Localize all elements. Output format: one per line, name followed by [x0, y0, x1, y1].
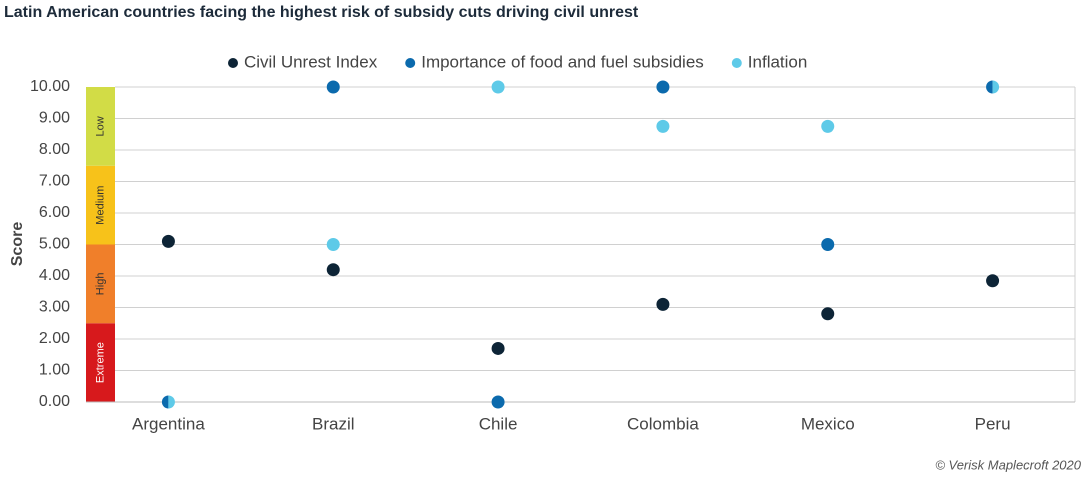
y-tick-label: 9.00: [39, 110, 70, 127]
y-tick-label: 7.00: [39, 173, 70, 190]
y-tick-label: 1.00: [39, 362, 70, 379]
data-dot: [326, 263, 340, 277]
data-dot: [821, 119, 835, 133]
legend-label: Importance of food and fuel subsidies: [421, 52, 704, 71]
legend-marker: [228, 58, 238, 68]
risk-band: [86, 323, 115, 402]
risk-band: [86, 165, 115, 245]
y-tick-label: 0.00: [39, 393, 70, 410]
risk-band: [86, 87, 115, 166]
chart-title: Latin American countries facing the high…: [4, 4, 639, 21]
legend-marker: [731, 58, 742, 68]
data-dot: [491, 341, 505, 355]
data-dot: [992, 80, 1000, 94]
x-tick-label: Chile: [479, 414, 518, 433]
y-tick-label: 3.00: [39, 299, 70, 316]
source: © Verisk Maplecroft 2020: [935, 457, 1081, 472]
data-dot: [656, 297, 670, 311]
data-dot: [821, 238, 835, 251]
risk-band-label: High: [94, 273, 106, 296]
risk-band-label: Medium: [94, 186, 106, 225]
data-dot: [326, 80, 340, 94]
y-tick-label: 5.00: [39, 236, 70, 253]
x-tick-label: Argentina: [132, 414, 205, 433]
data-dot: [168, 395, 175, 409]
data-dot: [491, 395, 505, 409]
x-tick-label: Brazil: [312, 414, 355, 433]
data-dot: [821, 307, 835, 321]
x-tick-label: Colombia: [627, 414, 699, 433]
risk-band-label: Low: [94, 116, 106, 136]
legend-label: Civil Unrest Index: [244, 52, 378, 71]
y-tick-label: 6.00: [39, 204, 70, 221]
risk-band: [86, 244, 115, 324]
y-tick-label: 10.00: [30, 78, 70, 95]
x-tick-label: Peru: [975, 414, 1011, 433]
data-dot: [656, 80, 670, 94]
data-dot: [656, 119, 670, 133]
data-dot: [161, 234, 175, 248]
data-dot: [161, 395, 169, 409]
data-dot: [326, 238, 340, 251]
y-axis-label: Score: [9, 222, 26, 267]
risk-band-label: Extreme: [94, 342, 106, 383]
y-tick-label: 2.00: [39, 330, 70, 347]
legend-marker: [405, 58, 416, 68]
data-dot: [986, 80, 993, 94]
data-dot: [491, 80, 505, 94]
data-dot: [986, 274, 1000, 288]
legend-label: Inflation: [748, 52, 808, 71]
y-tick-label: 8.00: [39, 141, 70, 158]
x-tick-label: Mexico: [801, 414, 855, 433]
y-tick-label: 4.00: [39, 267, 70, 284]
